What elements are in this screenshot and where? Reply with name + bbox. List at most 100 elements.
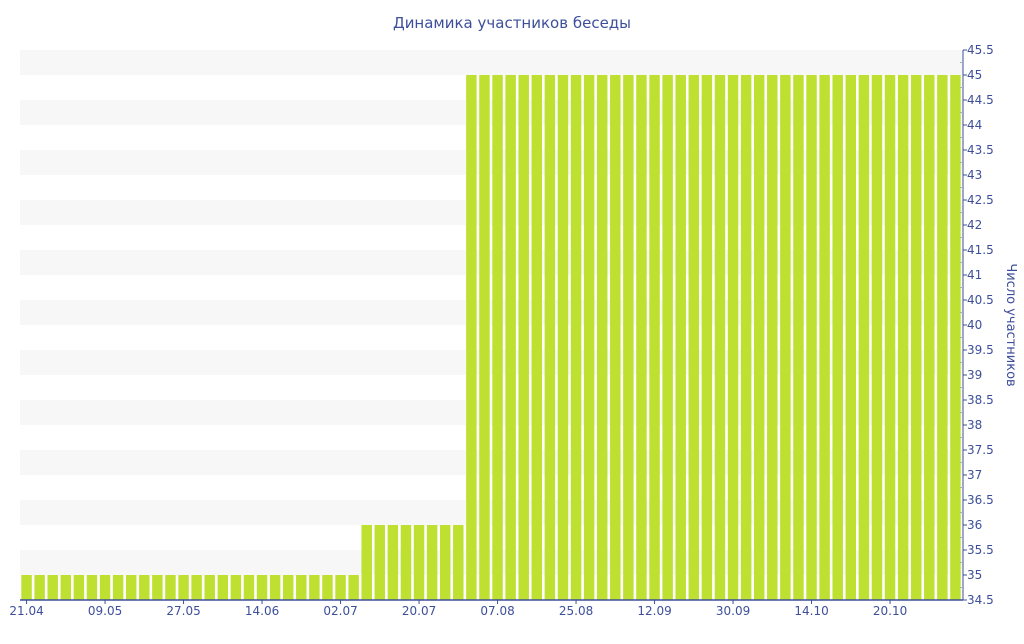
- bar: [413, 525, 425, 600]
- x-tick-label: 02.07: [323, 604, 357, 618]
- y-tick-label: 43.5: [967, 143, 994, 157]
- bar: [204, 575, 215, 600]
- grid-band: [20, 550, 963, 575]
- x-tick-label: 21.04: [9, 604, 43, 618]
- y-tick-label: 36.5: [967, 493, 994, 507]
- y-tick-label: 39: [967, 368, 982, 382]
- bar: [583, 75, 595, 600]
- y-tick-label: 40: [967, 318, 982, 332]
- bar: [623, 75, 634, 600]
- grid-band: [20, 350, 963, 375]
- bar: [610, 75, 621, 600]
- bar: [453, 525, 464, 600]
- bar: [309, 575, 320, 600]
- y-tick-label: 34.5: [967, 593, 994, 607]
- x-tick-label: 07.08: [480, 604, 514, 618]
- x-tick-label: 25.08: [559, 604, 593, 618]
- y-tick-label: 41: [967, 268, 982, 282]
- bar: [125, 575, 137, 600]
- bar: [858, 75, 870, 600]
- bar: [178, 575, 189, 600]
- bar: [662, 75, 673, 600]
- grid-band: [20, 300, 963, 325]
- bar: [767, 75, 778, 600]
- bar: [675, 75, 686, 600]
- y-tick-label: 44.5: [967, 93, 994, 107]
- x-tick-label: 27.05: [166, 604, 200, 618]
- bar: [544, 75, 556, 600]
- bar: [531, 75, 543, 600]
- grid-band: [20, 500, 963, 525]
- bar: [832, 75, 843, 600]
- bar: [374, 525, 386, 600]
- grid-band: [20, 50, 963, 75]
- x-tick-label: 09.05: [88, 604, 122, 618]
- y-axis-title: Число участников: [1003, 263, 1018, 386]
- x-tick-label: 20.10: [873, 604, 907, 618]
- bar: [348, 575, 359, 600]
- bar: [73, 575, 85, 600]
- bar: [910, 75, 922, 600]
- bar: [400, 525, 412, 600]
- bar: [570, 75, 582, 600]
- grid-bands: [20, 50, 963, 575]
- grid-band: [20, 200, 963, 225]
- x-tick-label: 12.09: [637, 604, 671, 618]
- bar: [701, 75, 713, 600]
- bar: [217, 575, 229, 600]
- bar: [479, 75, 490, 600]
- y-tick-label: 38: [967, 418, 982, 432]
- y-tick-label: 37.5: [967, 443, 994, 457]
- bar: [426, 525, 438, 600]
- bar: [34, 575, 45, 600]
- bar: [819, 75, 830, 600]
- x-tick-label: 14.06: [245, 604, 279, 618]
- y-tick-label: 45: [967, 68, 982, 82]
- bar: [439, 525, 451, 600]
- y-tick-label: 35.5: [967, 543, 994, 557]
- bar: [937, 75, 948, 600]
- bar: [714, 75, 726, 600]
- bar: [165, 575, 176, 600]
- grid-band: [20, 400, 963, 425]
- grid-band: [20, 100, 963, 125]
- bar: [99, 575, 111, 600]
- y-tick-label: 36: [967, 518, 982, 532]
- bar: [649, 75, 660, 600]
- bar: [884, 75, 896, 600]
- y-tick-label: 37: [967, 468, 982, 482]
- bar: [897, 75, 909, 600]
- y-tick-label: 41.5: [967, 243, 994, 257]
- y-axis: 34.5 35 35.5 36 36.5 37 37.5 38 38.5 39 39.5 40 40.5…: [960, 43, 994, 607]
- bar: [557, 75, 569, 600]
- bar: [60, 575, 72, 600]
- bar: [688, 75, 700, 600]
- bar: [636, 75, 647, 600]
- bar: [86, 575, 98, 600]
- bar: [322, 575, 333, 600]
- bar: [950, 75, 961, 600]
- bar: [191, 575, 202, 600]
- bar: [21, 575, 32, 600]
- bar: [596, 75, 608, 600]
- y-tick-label: 42.5: [967, 193, 994, 207]
- y-tick-label: 35: [967, 568, 982, 582]
- bar: [753, 75, 765, 600]
- bar: [256, 575, 268, 600]
- grid-band: [20, 150, 963, 175]
- bar: [492, 75, 503, 600]
- x-tick-label: 14.10: [794, 604, 828, 618]
- bar: [780, 75, 791, 600]
- y-tick-label: 42: [967, 218, 982, 232]
- x-axis: 21.04 09.05 27.05 14.06 02.07 20.07 07.08 25.08…: [9, 599, 963, 618]
- bar: [243, 575, 255, 600]
- bar: [230, 575, 242, 600]
- grid-band: [20, 450, 963, 475]
- x-tick-label: 20.07: [402, 604, 436, 618]
- bar: [296, 575, 307, 600]
- bar: [335, 575, 346, 600]
- bar: [47, 575, 58, 600]
- bar: [727, 75, 739, 600]
- y-tick-label: 38.5: [967, 393, 994, 407]
